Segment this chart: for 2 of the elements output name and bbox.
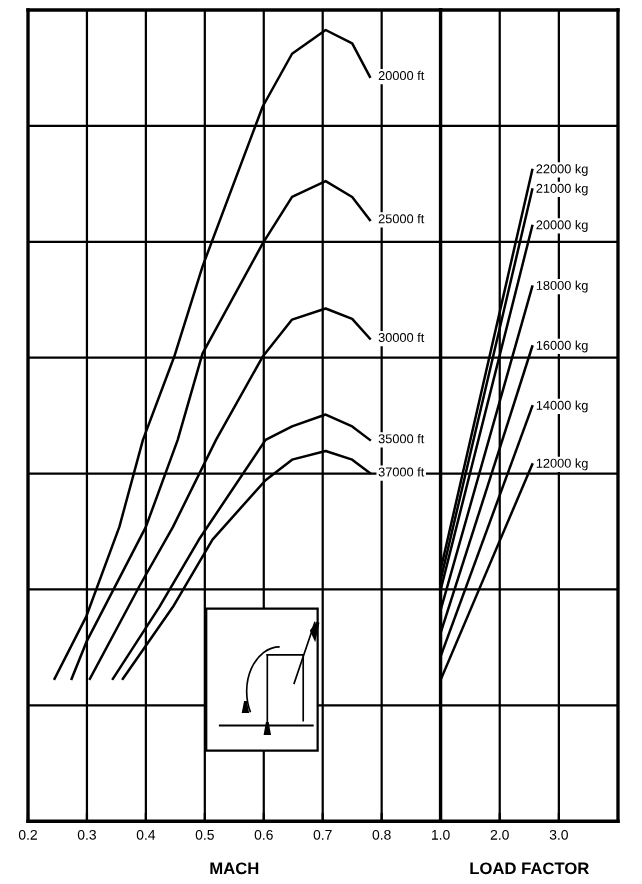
x-axis-title: MACH [210, 862, 259, 875]
x-axis-title: LOAD FACTOR [470, 862, 589, 875]
